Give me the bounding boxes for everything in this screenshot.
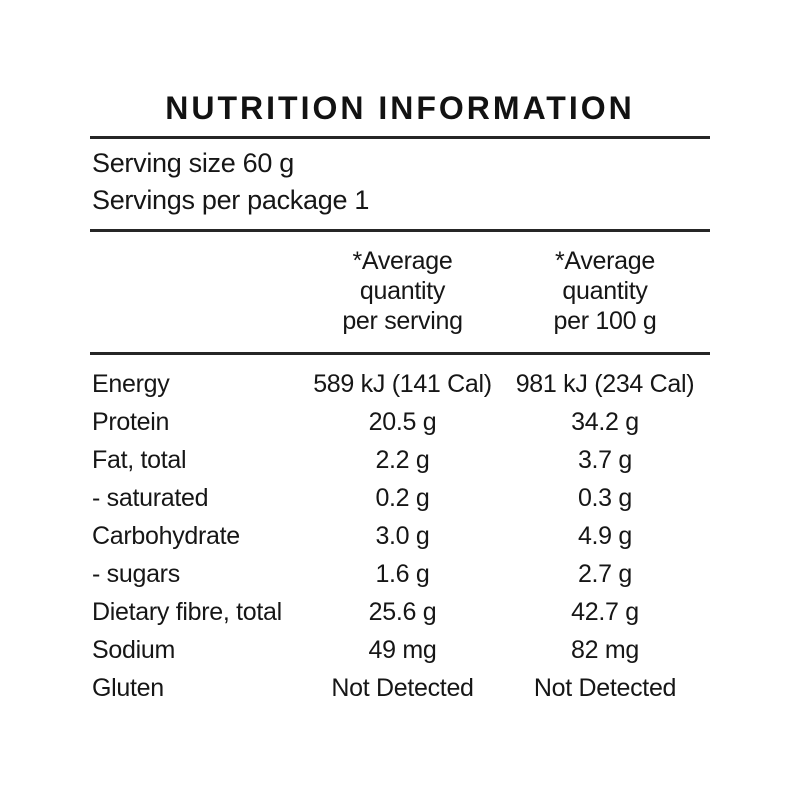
nutrition-panel: NUTRITION INFORMATION Serving size 60 g … [90, 90, 710, 707]
table-row-sodium: Sodium 49 mg 82 mg [90, 631, 710, 669]
table-row-saturated: - saturated 0.2 g 0.3 g [90, 479, 710, 517]
divider-header [90, 352, 710, 355]
value-per-100g: Not Detected [533, 674, 677, 702]
column-header-per-100g: *Average quantity per 100 g [500, 246, 710, 336]
table-row-fat-total: Fat, total 2.2 g 3.7 g [90, 441, 710, 479]
nutrient-name: Energy [92, 370, 170, 398]
header-line: per 100 g [553, 307, 657, 335]
value-per-100g: 4.9 g [577, 522, 633, 550]
page-title: NUTRITION INFORMATION [165, 90, 635, 126]
nutrient-name: Fat, total [92, 446, 187, 474]
nutrient-name: Dietary fibre, total [92, 598, 282, 626]
header-line: per serving [342, 307, 463, 335]
divider-serving [90, 229, 710, 232]
serving-info: Serving size 60 g Servings per package 1 [90, 139, 710, 229]
serving-size-text: Serving size 60 g [92, 148, 295, 178]
table-row-sugars: - sugars 1.6 g 2.7 g [90, 555, 710, 593]
header-line: *Average [555, 247, 655, 275]
table-header: *Average quantity per serving *Average q… [90, 232, 710, 352]
value-per-100g: 34.2 g [571, 408, 639, 436]
value-per-serving: 25.6 g [368, 598, 437, 626]
value-per-100g: 3.7 g [577, 446, 633, 474]
table-row-carbohydrate: Carbohydrate 3.0 g 4.9 g [90, 517, 710, 555]
table-row-gluten: Gluten Not Detected Not Detected [90, 669, 710, 707]
divider-top [90, 136, 710, 139]
value-per-100g: 82 mg [571, 636, 639, 664]
value-per-serving: 49 mg [368, 636, 437, 664]
column-header-per-serving: *Average quantity per serving [305, 246, 500, 336]
nutrient-name: Protein [92, 408, 170, 436]
value-per-100g: 981 kJ (234 Cal) [515, 370, 695, 398]
table-row-protein: Protein 20.5 g 34.2 g [90, 403, 710, 441]
header-line: *Average [352, 247, 453, 275]
nutrient-table: Energy 589 kJ (141 Cal) 981 kJ (234 Cal)… [90, 355, 710, 707]
servings-per-package-text: Servings per package 1 [92, 185, 370, 215]
value-per-serving: 20.5 g [368, 408, 437, 436]
value-per-serving: 3.0 g [375, 522, 430, 550]
nutrient-name: - saturated [92, 484, 209, 512]
value-per-100g: 2.7 g [577, 560, 633, 588]
nutrient-name: Sodium [92, 636, 175, 664]
nutrient-name: Carbohydrate [92, 522, 240, 550]
value-per-serving: 2.2 g [375, 446, 430, 474]
header-spacer [90, 246, 305, 336]
nutrient-name: - sugars [92, 560, 180, 588]
value-per-serving: Not Detected [331, 674, 474, 702]
value-per-serving: 0.2 g [375, 484, 430, 512]
header-line: quantity [562, 277, 648, 305]
value-per-100g: 42.7 g [571, 598, 639, 626]
header-line: quantity [359, 277, 446, 305]
value-per-serving: 1.6 g [375, 560, 430, 588]
table-row-dietary-fibre: Dietary fibre, total 25.6 g 42.7 g [90, 593, 710, 631]
table-row-energy: Energy 589 kJ (141 Cal) 981 kJ (234 Cal) [90, 365, 710, 403]
value-per-100g: 0.3 g [577, 484, 633, 512]
nutrient-name: Gluten [92, 674, 164, 702]
value-per-serving: 589 kJ (141 Cal) [313, 370, 492, 398]
